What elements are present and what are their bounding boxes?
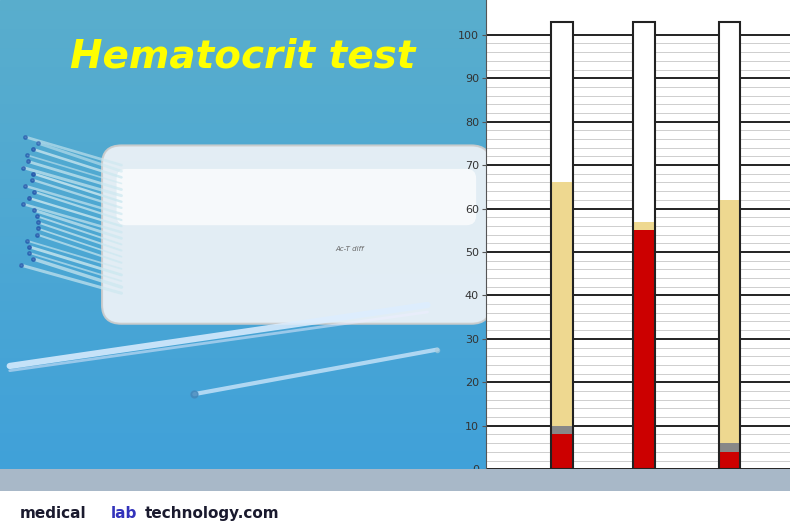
Bar	[0, 197, 486, 206]
Bar	[0, 141, 486, 150]
Bar	[0, 188, 486, 197]
Bar	[0, 319, 486, 328]
Bar	[0, 376, 486, 385]
Bar	[0, 281, 486, 291]
Bar	[0, 0, 486, 9]
Bar	[0, 385, 486, 394]
Bar	[0, 347, 486, 357]
Bar	[719, 22, 739, 469]
Bar	[0, 366, 486, 376]
Bar	[0, 132, 486, 141]
Bar	[0, 422, 486, 432]
Bar	[0, 328, 486, 338]
Text: Ac-T diff: Ac-T diff	[336, 246, 364, 251]
Bar	[0, 75, 486, 85]
Bar	[0, 469, 790, 491]
Bar	[551, 183, 573, 426]
Bar	[0, 19, 486, 28]
Bar	[634, 22, 655, 469]
Text: Hematocrit test: Hematocrit test	[70, 37, 416, 75]
Bar	[0, 244, 486, 254]
Bar	[0, 403, 486, 413]
Bar	[0, 113, 486, 122]
Text: lab: lab	[111, 506, 137, 521]
Bar	[634, 22, 655, 221]
Bar	[0, 460, 486, 469]
Bar	[0, 272, 486, 281]
Bar	[0, 94, 486, 103]
Bar	[0, 37, 486, 47]
Bar	[0, 291, 486, 300]
Bar	[551, 426, 573, 434]
Bar	[0, 357, 486, 366]
Bar	[0, 432, 486, 441]
Bar	[0, 9, 486, 19]
FancyBboxPatch shape	[102, 146, 491, 323]
Text: medical: medical	[20, 506, 86, 521]
Bar	[0, 235, 486, 244]
Bar	[719, 22, 739, 200]
Bar	[0, 254, 486, 263]
Bar	[0, 150, 486, 159]
Bar	[719, 200, 739, 443]
Bar	[634, 221, 655, 230]
Bar	[0, 122, 486, 132]
Bar	[551, 22, 573, 469]
Bar	[0, 413, 486, 422]
Bar	[0, 85, 486, 94]
Bar	[0, 28, 486, 37]
Bar	[0, 169, 486, 178]
Bar	[0, 216, 486, 225]
Bar	[0, 56, 486, 66]
Bar	[0, 178, 486, 188]
Bar	[0, 338, 486, 347]
Bar	[0, 206, 486, 216]
Bar	[634, 230, 655, 469]
Bar	[0, 66, 486, 75]
Bar	[719, 452, 739, 469]
Bar	[551, 22, 573, 183]
Bar	[0, 225, 486, 235]
Bar	[0, 441, 486, 450]
Bar	[551, 434, 573, 469]
Bar	[0, 300, 486, 310]
Text: technology.com: technology.com	[145, 506, 279, 521]
Bar	[0, 103, 486, 113]
Bar	[0, 310, 486, 319]
Bar	[0, 263, 486, 272]
Bar	[0, 394, 486, 403]
Bar	[0, 159, 486, 169]
FancyBboxPatch shape	[117, 169, 476, 225]
Bar	[719, 443, 739, 452]
Bar	[0, 450, 486, 460]
Bar	[0, 47, 486, 56]
